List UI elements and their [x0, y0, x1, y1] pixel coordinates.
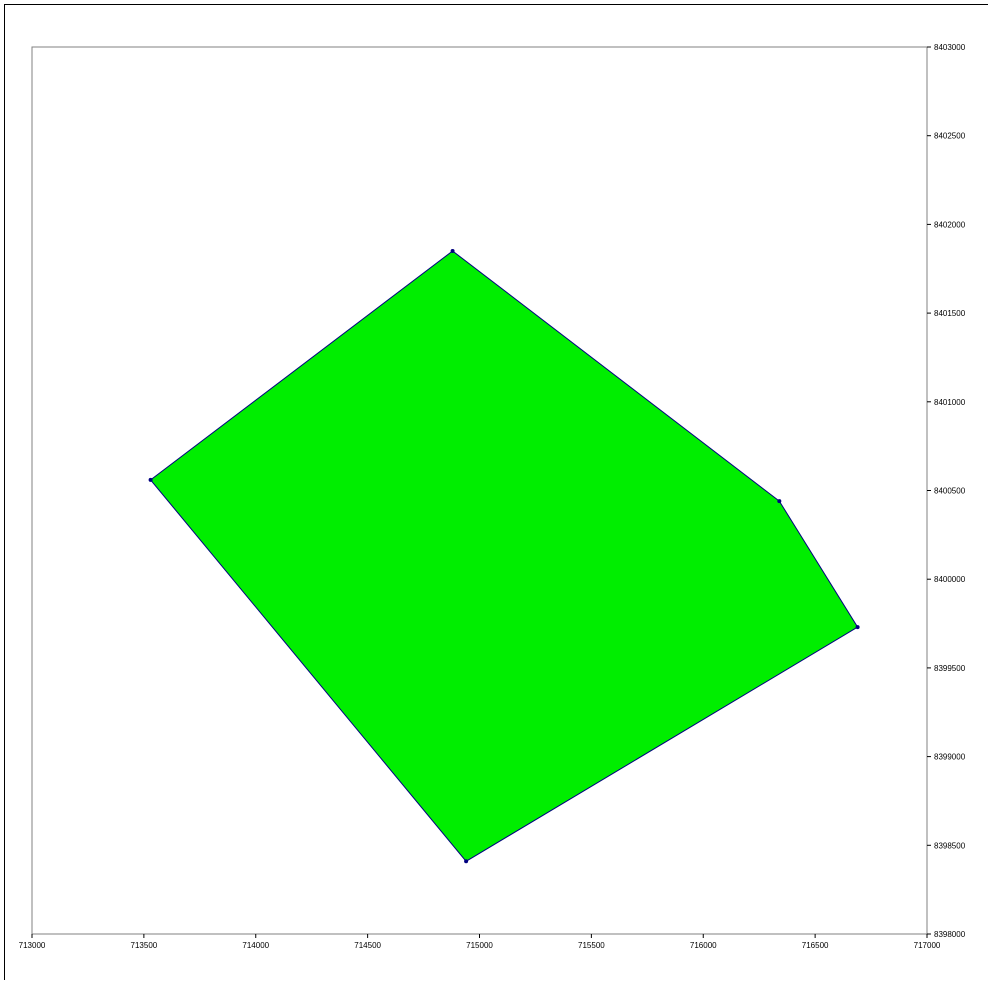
x-tick-label: 714500: [354, 941, 381, 950]
polygon-vertex: [777, 499, 782, 504]
x-tick-label: 716500: [802, 941, 829, 950]
y-tick-label: 8400000: [934, 575, 966, 584]
x-tick-label: 717000: [914, 941, 941, 950]
y-tick-label: 8398500: [934, 841, 966, 850]
y-tick-label: 8401500: [934, 309, 966, 318]
y-axis: 8398000 8398500 8399000 8399500 8400000 84005…: [927, 43, 966, 939]
y-tick-label: 8402000: [934, 220, 966, 229]
polygon-vertex: [855, 625, 860, 630]
y-tick-label: 8400500: [934, 487, 966, 496]
polygon-layer: [148, 249, 860, 864]
outer-frame: [4, 4, 988, 980]
polygon-vertex: [464, 859, 469, 864]
y-tick-label: 8399500: [934, 664, 966, 673]
x-axis: 713000 713500 714000 714500 715000 715500 7160…: [19, 934, 941, 950]
polygon-vertex: [148, 477, 153, 482]
x-tick-label: 715000: [466, 941, 493, 950]
polygon-vertex: [450, 249, 455, 253]
x-tick-label: 716000: [690, 941, 717, 950]
x-tick-label: 713000: [19, 941, 46, 950]
y-tick-label: 8398000: [934, 930, 966, 939]
x-tick-label: 715500: [578, 941, 605, 950]
x-tick-label: 714000: [242, 941, 269, 950]
x-tick-label: 713500: [131, 941, 158, 950]
y-tick-label: 8399000: [934, 753, 966, 762]
y-tick-label: 8402500: [934, 132, 966, 141]
parcel-polygon: [149, 250, 859, 862]
y-tick-label: 8401000: [934, 398, 966, 407]
y-tick-label: 8403000: [934, 43, 966, 52]
